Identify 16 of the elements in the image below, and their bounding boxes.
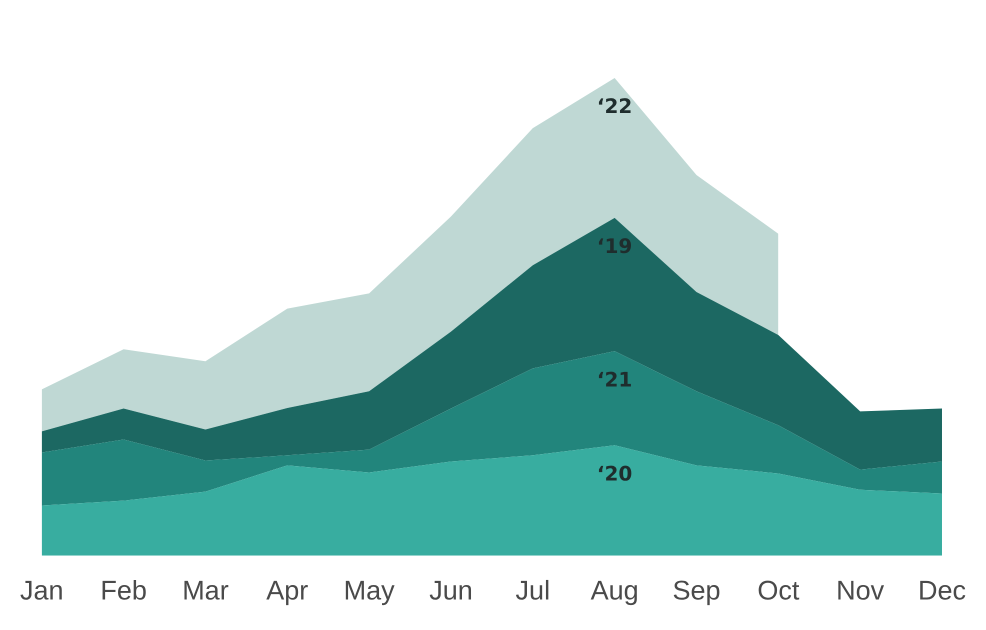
x-tick-label: Dec	[918, 575, 966, 606]
x-tick-label: Oct	[757, 575, 800, 606]
x-tick-label: Jul	[516, 575, 550, 606]
x-tick-label: Aug	[590, 575, 639, 606]
x-tick-label: Jun	[429, 575, 473, 606]
series-label: ‘21	[596, 367, 632, 392]
x-tick-label: Mar	[182, 575, 229, 606]
x-tick-label: Sep	[672, 575, 720, 606]
x-tick-label: Nov	[836, 575, 885, 606]
series-label: ‘22	[596, 94, 632, 118]
x-tick-label: Jan	[20, 575, 64, 606]
x-tick-label: May	[344, 575, 396, 606]
series-label: ‘20	[596, 461, 632, 486]
x-tick-label: Apr	[266, 575, 308, 606]
series-label: ‘19	[596, 234, 632, 258]
x-tick-label: Feb	[100, 575, 147, 606]
